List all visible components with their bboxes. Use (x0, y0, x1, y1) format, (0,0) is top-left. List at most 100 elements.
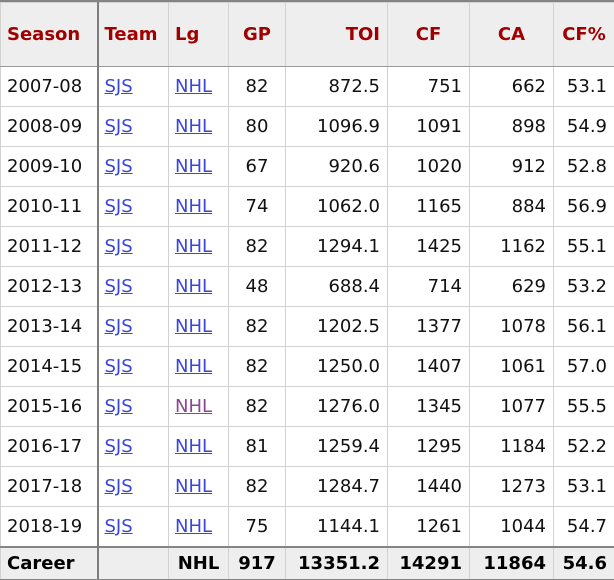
team-link[interactable]: SJS (104, 116, 133, 137)
league-link[interactable]: NHL (175, 156, 213, 177)
league-link[interactable]: NHL (175, 515, 213, 537)
cfpct-cell: 53.1 (553, 66, 614, 107)
gp-cell: 74 (228, 186, 286, 227)
toi-cell: 920.6 (285, 146, 388, 187)
season-cell: 2012-13 (0, 266, 99, 307)
table-row: 2012-13 SJS NHL 48 688.4 714 629 53.2 (0, 266, 614, 307)
league-link[interactable]: NHL (175, 76, 213, 97)
ca-cell: 1044 (469, 506, 554, 547)
column-header-gp: GP (228, 2, 286, 67)
team-cell: SJS (97, 386, 169, 427)
cf-cell: 1345 (387, 386, 470, 427)
league-cell: NHL (168, 226, 229, 267)
league-cell: NHL (168, 386, 229, 427)
league-link[interactable]: NHL (175, 436, 213, 457)
league-link[interactable]: NHL (175, 236, 213, 257)
column-header-cf: CF (387, 2, 470, 67)
cfpct-cell: 53.2 (553, 266, 614, 307)
cfpct-cell: 55.1 (553, 226, 614, 267)
career-league-cell: NHL (168, 545, 229, 580)
season-cell: 2017-18 (0, 466, 99, 507)
table-row: 2018-19 SJS NHL 75 1144.1 1261 1044 54.7 (0, 506, 614, 547)
team-cell: SJS (97, 306, 169, 347)
toi-cell: 1202.5 (285, 306, 388, 347)
cf-cell: 1020 (387, 146, 470, 187)
column-header-toi: TOI (285, 2, 388, 67)
season-cell: 2018-19 (0, 506, 99, 547)
team-link[interactable]: SJS (104, 515, 133, 537)
cfpct-cell: 54.7 (553, 506, 614, 547)
toi-cell: 1284.7 (285, 466, 388, 507)
season-cell: 2013-14 (0, 306, 99, 347)
cf-cell: 714 (387, 266, 470, 307)
team-link[interactable]: SJS (104, 236, 133, 257)
gp-cell: 80 (228, 106, 286, 147)
league-cell: NHL (168, 186, 229, 227)
ca-cell: 1184 (469, 426, 554, 467)
toi-cell: 1276.0 (285, 386, 388, 427)
team-link[interactable]: SJS (104, 76, 133, 97)
gp-cell: 82 (228, 226, 286, 267)
league-link[interactable]: NHL (175, 276, 213, 297)
gp-cell: 81 (228, 426, 286, 467)
league-cell: NHL (168, 466, 229, 507)
team-cell: SJS (97, 66, 169, 107)
ca-cell: 662 (469, 66, 554, 107)
team-cell: SJS (97, 506, 169, 547)
team-cell: SJS (97, 466, 169, 507)
table-row: 2016-17 SJS NHL 81 1259.4 1295 1184 52.2 (0, 426, 614, 467)
team-link[interactable]: SJS (104, 316, 133, 337)
table-row: 2014-15 SJS NHL 82 1250.0 1407 1061 57.0 (0, 346, 614, 387)
team-cell: SJS (97, 426, 169, 467)
table-row: 2009-10 SJS NHL 67 920.6 1020 912 52.8 (0, 146, 614, 187)
league-cell: NHL (168, 146, 229, 187)
cfpct-cell: 57.0 (553, 346, 614, 387)
season-cell: 2010-11 (0, 186, 99, 227)
team-link[interactable]: SJS (104, 276, 133, 297)
team-link[interactable]: SJS (104, 156, 133, 177)
team-link[interactable]: SJS (104, 196, 133, 217)
league-link[interactable]: NHL (175, 316, 213, 337)
gp-cell: 82 (228, 466, 286, 507)
league-link[interactable]: NHL (175, 476, 213, 497)
team-cell: SJS (97, 266, 169, 307)
team-link[interactable]: SJS (104, 436, 133, 457)
team-link[interactable]: SJS (104, 396, 133, 417)
gp-cell: 82 (228, 66, 286, 107)
toi-cell: 1294.1 (285, 226, 388, 267)
table-row: 2007-08 SJS NHL 82 872.5 751 662 53.1 (0, 66, 614, 107)
league-link[interactable]: NHL (175, 356, 213, 377)
team-cell: SJS (97, 346, 169, 387)
league-cell: NHL (168, 506, 229, 547)
ca-cell: 1078 (469, 306, 554, 347)
season-cell: 2009-10 (0, 146, 99, 187)
column-header-season: Season (0, 2, 99, 67)
league-link[interactable]: NHL (175, 396, 213, 417)
league-link[interactable]: NHL (175, 116, 213, 137)
cfpct-cell: 53.1 (553, 466, 614, 507)
toi-cell: 1062.0 (285, 186, 388, 227)
team-link[interactable]: SJS (104, 356, 133, 377)
cfpct-cell: 56.1 (553, 306, 614, 347)
cfpct-cell: 56.9 (553, 186, 614, 227)
league-link[interactable]: NHL (175, 196, 213, 217)
toi-cell: 872.5 (285, 66, 388, 107)
league-cell: NHL (168, 346, 229, 387)
cfpct-cell: 52.8 (553, 146, 614, 187)
toi-cell: 1259.4 (285, 426, 388, 467)
league-cell: NHL (168, 66, 229, 107)
team-cell: SJS (97, 146, 169, 187)
table-row: 2017-18 SJS NHL 82 1284.7 1440 1273 53.1 (0, 466, 614, 507)
ca-cell: 898 (469, 106, 554, 147)
column-header-cfpct: CF% (553, 2, 614, 67)
league-cell: NHL (168, 106, 229, 147)
gp-cell: 48 (228, 266, 286, 307)
table-row: 2011-12 SJS NHL 82 1294.1 1425 1162 55.1 (0, 226, 614, 267)
season-cell: 2014-15 (0, 346, 99, 387)
table-row: 2008-09 SJS NHL 80 1096.9 1091 898 54.9 (0, 106, 614, 147)
ca-cell: 884 (469, 186, 554, 227)
cf-cell: 751 (387, 66, 470, 107)
team-link[interactable]: SJS (104, 476, 133, 497)
career-toi-cell: 13351.2 (285, 545, 388, 580)
